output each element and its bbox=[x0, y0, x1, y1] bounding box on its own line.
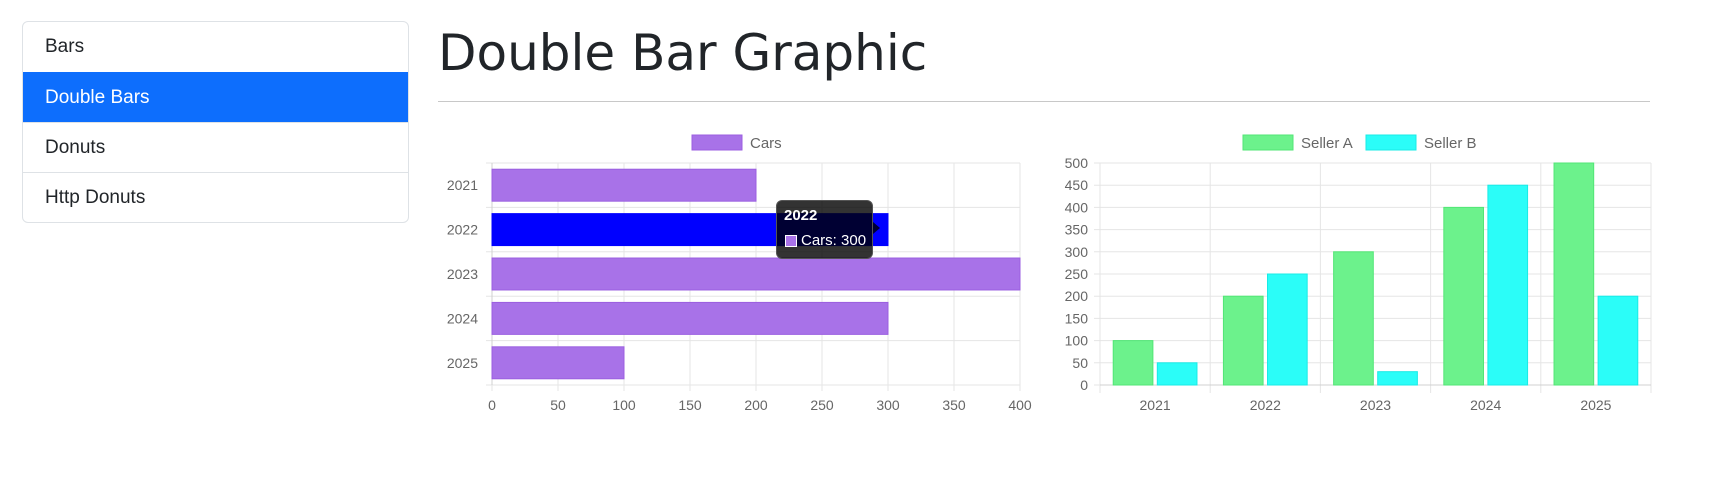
bar-seller-b bbox=[1378, 372, 1418, 385]
bar-seller-a bbox=[1334, 252, 1374, 385]
legend-swatch-seller-b bbox=[1366, 135, 1416, 150]
sidebar-item-double-bars[interactable]: Double Bars bbox=[23, 72, 408, 122]
y-tick-label: 150 bbox=[1065, 310, 1089, 326]
x-tick-label: 200 bbox=[744, 397, 768, 413]
x-tick-label: 100 bbox=[612, 397, 636, 413]
page-title: Double Bar Graphic bbox=[438, 20, 927, 86]
x-tick-label: 2024 bbox=[1470, 397, 1501, 413]
y-tick-label: 450 bbox=[1065, 177, 1089, 193]
y-tick-label: 0 bbox=[1080, 377, 1088, 393]
x-tick-label: 2025 bbox=[1580, 397, 1611, 413]
x-tick-label: 150 bbox=[678, 397, 702, 413]
bar-seller-b bbox=[1268, 274, 1308, 385]
bar-seller-b bbox=[1598, 296, 1638, 385]
x-tick-label: 50 bbox=[550, 397, 566, 413]
bar-seller-a bbox=[1554, 163, 1594, 385]
x-tick-label: 2023 bbox=[1360, 397, 1391, 413]
tooltip-color-swatch bbox=[785, 235, 797, 247]
y-tick-label: 250 bbox=[1065, 266, 1089, 282]
tooltip-title: 2022 bbox=[784, 207, 817, 224]
x-tick-label: 250 bbox=[810, 397, 834, 413]
y-tick-label: 300 bbox=[1065, 244, 1089, 260]
x-tick-label: 2021 bbox=[1140, 397, 1171, 413]
tooltip-label: Cars: 300 bbox=[801, 232, 866, 249]
y-tick-label: 350 bbox=[1065, 222, 1089, 238]
bar-cars bbox=[492, 169, 756, 201]
x-tick-label: 350 bbox=[942, 397, 966, 413]
sidebar-item-http-donuts[interactable]: Http Donuts bbox=[23, 172, 408, 222]
x-tick-label: 2022 bbox=[1250, 397, 1281, 413]
legend-label-cars: Cars bbox=[750, 135, 782, 152]
y-tick-label: 2021 bbox=[447, 177, 478, 193]
y-tick-label: 2024 bbox=[447, 310, 478, 326]
y-tick-label: 100 bbox=[1065, 333, 1089, 349]
bar-cars bbox=[492, 347, 624, 379]
chart-tooltip: 2022 Cars: 300 bbox=[776, 200, 873, 259]
legend-swatch-seller-a bbox=[1243, 135, 1293, 150]
legend-label-seller-b: Seller B bbox=[1424, 135, 1477, 152]
bar-seller-a bbox=[1113, 341, 1153, 385]
y-tick-label: 2023 bbox=[447, 266, 478, 282]
y-tick-label: 2025 bbox=[447, 355, 478, 371]
y-tick-label: 200 bbox=[1065, 288, 1089, 304]
x-tick-label: 0 bbox=[488, 397, 496, 413]
legend-swatch-cars bbox=[692, 135, 742, 150]
x-tick-label: 300 bbox=[876, 397, 900, 413]
legend-label-seller-a: Seller A bbox=[1301, 135, 1353, 152]
sidebar-item-donuts[interactable]: Donuts bbox=[23, 122, 408, 172]
bar-seller-b bbox=[1488, 185, 1528, 385]
title-divider bbox=[438, 101, 1650, 102]
bar-seller-a bbox=[1223, 296, 1263, 385]
x-tick-label: 400 bbox=[1008, 397, 1032, 413]
bar-seller-a bbox=[1444, 207, 1484, 385]
y-tick-label: 400 bbox=[1065, 199, 1089, 215]
y-tick-label: 2022 bbox=[447, 222, 478, 238]
bar-cars bbox=[492, 258, 1020, 290]
sidebar-item-bars[interactable]: Bars bbox=[23, 22, 408, 72]
sidebar-nav: Bars Double Bars Donuts Http Donuts bbox=[22, 21, 409, 223]
tooltip-caret bbox=[873, 222, 880, 234]
bar-cars bbox=[492, 302, 888, 334]
y-tick-label: 50 bbox=[1072, 355, 1088, 371]
bar-seller-b bbox=[1157, 363, 1197, 385]
y-tick-label: 500 bbox=[1065, 155, 1089, 171]
